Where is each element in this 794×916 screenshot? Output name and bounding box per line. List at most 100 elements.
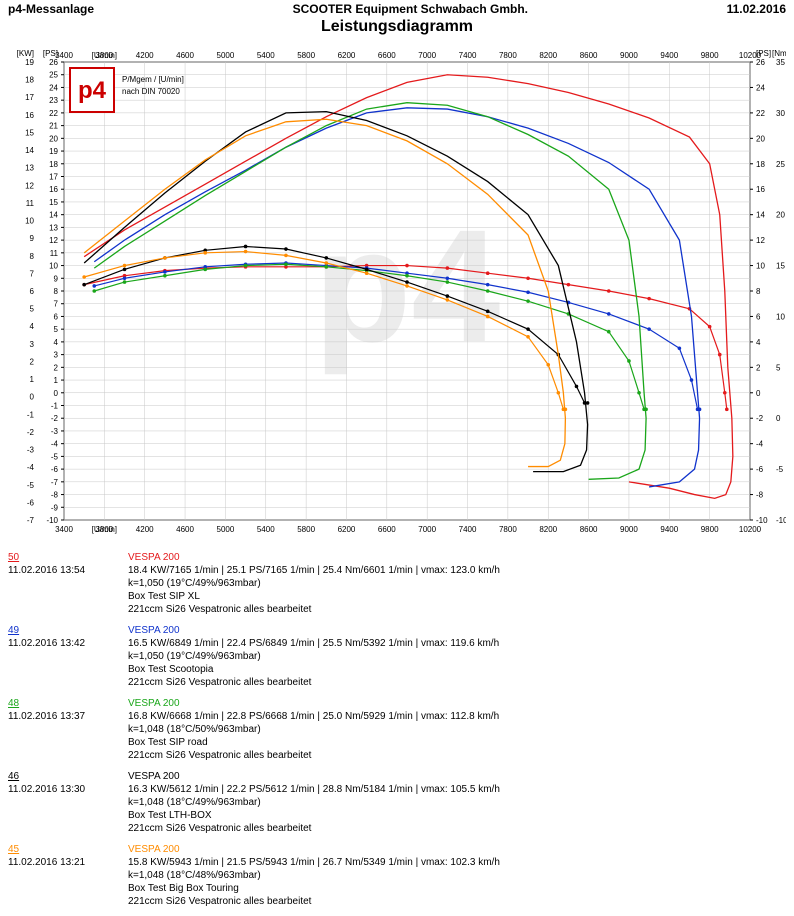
svg-text:20: 20	[49, 134, 58, 143]
svg-text:nach DIN 70020: nach DIN 70020	[122, 87, 180, 96]
svg-text:14: 14	[49, 211, 58, 220]
svg-text:-4: -4	[27, 463, 35, 472]
svg-text:10: 10	[49, 262, 58, 271]
run-entry: 5011.02.2016 13:54VESPA 20018.4 KW/7165 …	[8, 551, 786, 616]
svg-text:6: 6	[756, 312, 761, 321]
svg-text:16: 16	[25, 111, 34, 120]
svg-text:-8: -8	[51, 491, 59, 500]
svg-text:p4: p4	[78, 77, 107, 104]
svg-text:5000: 5000	[217, 525, 235, 534]
svg-text:6: 6	[30, 287, 35, 296]
svg-text:8600: 8600	[580, 51, 598, 60]
svg-text:19: 19	[25, 58, 34, 67]
svg-text:0: 0	[54, 389, 59, 398]
svg-text:-1: -1	[27, 410, 35, 419]
svg-text:26: 26	[756, 58, 765, 67]
run-id: 49	[8, 624, 128, 637]
run-engine: 221ccm Si26 Vespatronic alles bearbeitet	[128, 822, 786, 835]
svg-text:7000: 7000	[418, 525, 436, 534]
svg-text:26: 26	[49, 58, 58, 67]
svg-text:7400: 7400	[459, 51, 477, 60]
svg-text:-6: -6	[51, 465, 59, 474]
svg-text:-1: -1	[51, 402, 59, 411]
svg-text:23: 23	[49, 96, 58, 105]
svg-text:-4: -4	[51, 440, 59, 449]
svg-text:5: 5	[776, 363, 781, 372]
svg-text:8: 8	[30, 252, 35, 261]
run-engine: 221ccm Si26 Vespatronic alles bearbeitet	[128, 603, 786, 616]
svg-text:2: 2	[30, 357, 35, 366]
run-engine: 221ccm Si26 Vespatronic alles bearbeitet	[128, 895, 786, 908]
svg-text:-10: -10	[46, 516, 58, 525]
svg-text:9: 9	[54, 274, 59, 283]
run-stats: 18.4 KW/7165 1/min | 25.1 PS/7165 1/min …	[128, 564, 786, 577]
svg-text:10200: 10200	[739, 525, 762, 534]
svg-text:6200: 6200	[338, 525, 356, 534]
svg-text:-9: -9	[51, 503, 59, 512]
svg-text:-7: -7	[51, 478, 59, 487]
svg-text:24: 24	[756, 83, 765, 92]
run-datetime: 11.02.2016 13:21	[8, 856, 128, 869]
svg-text:[KW]: [KW]	[17, 49, 34, 58]
svg-text:-2: -2	[27, 428, 35, 437]
svg-text:[PS]: [PS]	[43, 49, 58, 58]
svg-text:3: 3	[54, 351, 59, 360]
run-datetime: 11.02.2016 13:30	[8, 783, 128, 796]
svg-text:-4: -4	[756, 440, 764, 449]
svg-text:2: 2	[54, 363, 59, 372]
svg-text:1: 1	[54, 376, 59, 385]
svg-text:15: 15	[776, 262, 785, 271]
svg-text:-2: -2	[51, 414, 59, 423]
svg-text:0: 0	[756, 389, 761, 398]
svg-text:-5: -5	[51, 452, 59, 461]
svg-text:7800: 7800	[499, 51, 517, 60]
svg-text:P/Mgem / [U/min]: P/Mgem / [U/min]	[122, 75, 184, 84]
svg-text:-6: -6	[756, 465, 764, 474]
run-entry: 4511.02.2016 13:21VESPA 20015.8 KW/5943 …	[8, 843, 786, 908]
svg-text:13: 13	[25, 164, 34, 173]
svg-text:5800: 5800	[297, 51, 315, 60]
svg-text:6200: 6200	[338, 51, 356, 60]
run-datetime: 11.02.2016 13:37	[8, 710, 128, 723]
svg-text:14: 14	[756, 211, 765, 220]
svg-text:5400: 5400	[257, 51, 275, 60]
svg-text:-5: -5	[27, 481, 35, 490]
svg-text:[U/min]: [U/min]	[92, 51, 117, 60]
svg-text:-8: -8	[756, 491, 764, 500]
svg-text:4: 4	[30, 322, 35, 331]
svg-text:9: 9	[30, 234, 35, 243]
runs-list: 5011.02.2016 13:54VESPA 20018.4 KW/7165 …	[0, 543, 794, 908]
svg-text:5000: 5000	[217, 51, 235, 60]
svg-text:-2: -2	[756, 414, 764, 423]
svg-text:6600: 6600	[378, 525, 396, 534]
run-model: VESPA 200	[128, 697, 786, 710]
header-left: p4-Messanlage	[8, 2, 94, 16]
svg-text:7400: 7400	[459, 525, 477, 534]
run-id: 46	[8, 770, 128, 783]
svg-text:7: 7	[30, 269, 35, 278]
svg-text:12: 12	[756, 236, 765, 245]
run-model: VESPA 200	[128, 843, 786, 856]
svg-text:13: 13	[49, 223, 58, 232]
page-title: Leistungsdiagramm	[0, 18, 794, 36]
svg-text:20: 20	[756, 134, 765, 143]
svg-text:-7: -7	[27, 516, 35, 525]
run-engine: 221ccm Si26 Vespatronic alles bearbeitet	[128, 749, 786, 762]
svg-text:10: 10	[776, 312, 785, 321]
run-k: k=1,048 (18°C/49%/963mbar)	[128, 796, 786, 809]
svg-text:9000: 9000	[620, 51, 638, 60]
svg-text:21: 21	[49, 122, 58, 131]
svg-text:7000: 7000	[418, 51, 436, 60]
page-header: p4-Messanlage SCOOTER Equipment Schwabac…	[0, 0, 794, 18]
svg-text:-3: -3	[27, 446, 35, 455]
svg-text:-10: -10	[776, 516, 786, 525]
run-id: 45	[8, 843, 128, 856]
svg-text:18: 18	[756, 160, 765, 169]
svg-text:-10: -10	[756, 516, 768, 525]
run-model: VESPA 200	[128, 624, 786, 637]
svg-text:17: 17	[25, 93, 34, 102]
svg-text:[Nm]: [Nm]	[772, 49, 786, 58]
svg-text:14: 14	[25, 146, 34, 155]
svg-text:0: 0	[30, 393, 35, 402]
run-stats: 16.8 KW/6668 1/min | 22.8 PS/6668 1/min …	[128, 710, 786, 723]
